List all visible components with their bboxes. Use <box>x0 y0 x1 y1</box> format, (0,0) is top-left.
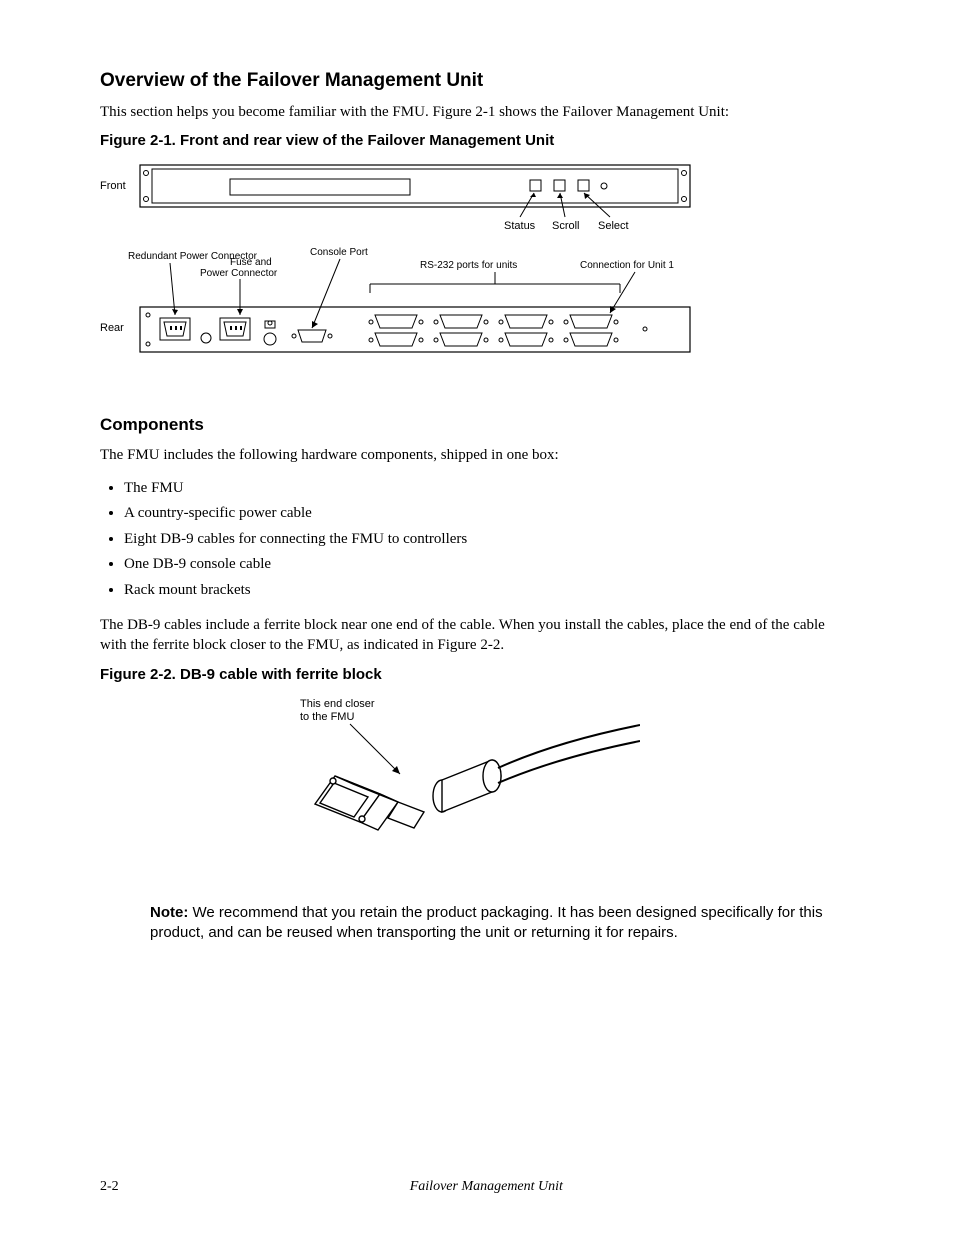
arrowhead-icon <box>312 321 318 328</box>
rack-hole <box>682 197 687 202</box>
arrowhead-icon <box>237 309 243 315</box>
fuse-label-b: Power Connector <box>200 268 278 279</box>
rs232-port-grid <box>369 315 618 346</box>
list-item: Rack mount brackets <box>124 578 854 604</box>
screw-icon <box>264 333 276 345</box>
rack-hole <box>144 171 149 176</box>
components-intro: The FMU includes the following hardware … <box>100 445 854 465</box>
power-connector-icon <box>160 318 190 340</box>
note-text: We recommend that you retain the product… <box>150 904 823 941</box>
arrowhead-icon <box>557 193 563 198</box>
components-heading: Components <box>100 415 854 435</box>
ferrite-callout-a: This end closer <box>300 698 375 710</box>
db9-connector-icon <box>315 776 424 830</box>
note-label: Note: <box>150 904 188 921</box>
rs232-label: RS-232 ports for units <box>420 260 517 271</box>
list-item: Eight DB-9 cables for connecting the FMU… <box>124 527 854 553</box>
status-label: Status <box>504 220 536 232</box>
ferrite-callout-b: to the FMU <box>300 711 354 723</box>
rack-hole <box>146 342 150 346</box>
rear-label: Rear <box>100 322 124 334</box>
ferrite-block-icon <box>433 760 501 812</box>
power-connector-icon <box>220 318 250 340</box>
figure2-diagram: This end closer to the FMU <box>220 689 640 889</box>
rack-hole <box>144 197 149 202</box>
cable-line <box>498 741 640 783</box>
list-item: A country-specific power cable <box>124 501 854 527</box>
fuse-dot <box>268 321 272 325</box>
list-item: One DB-9 console cable <box>124 552 854 578</box>
select-label: Select <box>598 220 629 232</box>
figure2-caption: Figure 2-2. DB-9 cable with ferrite bloc… <box>100 666 854 683</box>
section-title: Overview of the Failover Management Unit <box>100 70 854 92</box>
page: Overview of the Failover Management Unit… <box>0 0 954 1235</box>
arrow-line <box>312 259 340 328</box>
components-list: The FMU A country-specific power cable E… <box>100 476 854 604</box>
scroll-label: Scroll <box>552 220 580 232</box>
rack-hole <box>682 171 687 176</box>
front-led-icon <box>601 183 607 189</box>
unit1-label: Connection for Unit 1 <box>580 260 674 271</box>
status-button-icon <box>530 180 541 191</box>
fig2-lead: The DB-9 cables include a ferrite block … <box>100 615 854 656</box>
front-lcd <box>230 179 410 195</box>
rear-mark <box>643 327 647 331</box>
page-footer: 2-2 Failover Management Unit <box>100 1179 854 1195</box>
scroll-button-icon <box>554 180 565 191</box>
screw-icon <box>201 333 211 343</box>
arrowhead-icon <box>530 193 536 197</box>
note-block: Note: We recommend that you retain the p… <box>150 903 854 944</box>
front-inner <box>152 169 678 203</box>
fuse-label-a: Fuse and <box>230 257 272 268</box>
arrowhead-icon <box>172 309 178 315</box>
console-port-label: Console Port <box>310 247 368 258</box>
console-port-icon <box>292 330 332 342</box>
rack-hole <box>146 313 150 317</box>
arrow-line <box>350 724 400 774</box>
select-button-icon <box>578 180 589 191</box>
figure1-caption: Figure 2-1. Front and rear view of the F… <box>100 132 854 149</box>
figure1-diagram: Front Status Scroll Select Rear <box>90 155 730 405</box>
front-label: Front <box>100 180 126 192</box>
intro-text: This section helps you become familiar w… <box>100 102 854 122</box>
footer-title: Failover Management Unit <box>410 1179 563 1195</box>
footer-page-number: 2-2 <box>100 1179 119 1195</box>
list-item: The FMU <box>124 476 854 502</box>
